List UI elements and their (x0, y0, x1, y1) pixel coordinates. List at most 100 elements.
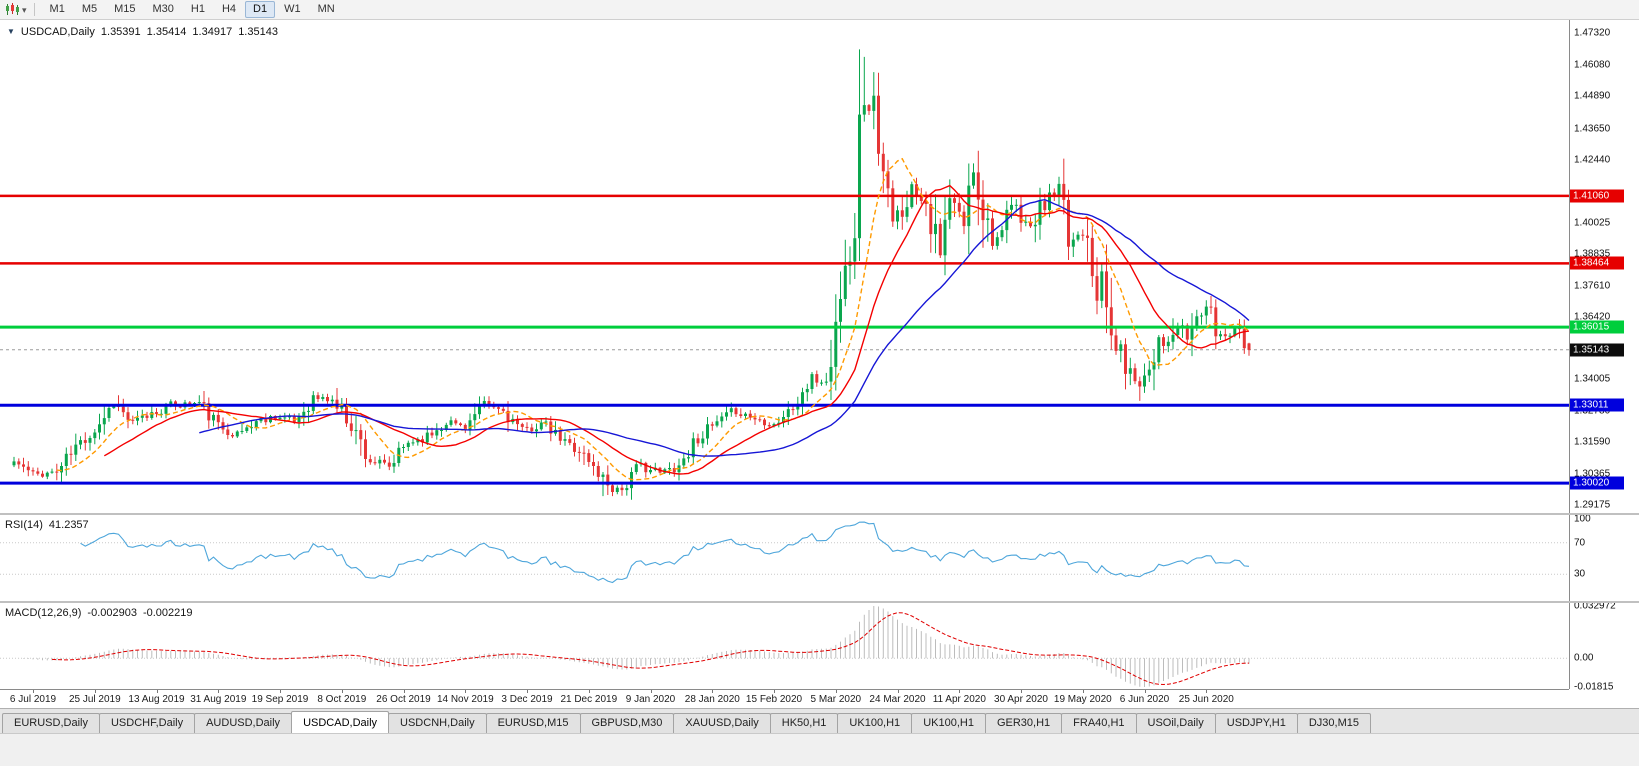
timeframe-button-d1[interactable]: D1 (245, 1, 276, 18)
chart-tab-ger30-h1[interactable]: GER30,H1 (984, 713, 1063, 733)
date-tick (588, 690, 590, 693)
price-tick-label: 1.43650 (1574, 123, 1611, 134)
macd-signal-value: -0.002219 (142, 607, 193, 619)
chart-tab-uk100-h1[interactable]: UK100,H1 (837, 713, 913, 733)
rsi-axis-label: 100 (1574, 513, 1591, 525)
date-tick (1082, 690, 1084, 693)
date-label: 14 Nov 2019 (436, 694, 494, 705)
timeframe-buttons: M1 M5 M15 M30 H1 H4 D1 W1 MN (42, 1, 343, 18)
macd-axis-label: 0.032972 (1574, 600, 1616, 612)
date-label: 26 Oct 2019 (376, 694, 431, 705)
timeframe-button-h4[interactable]: H4 (221, 3, 237, 15)
price-tick-label: 1.37610 (1574, 280, 1611, 292)
chart-tab-usdcad-daily[interactable]: USDCAD,Daily (291, 711, 390, 733)
price-tick-label: 1.29175 (1574, 499, 1611, 511)
price-tick-label: 1.46080 (1574, 59, 1611, 71)
macd-name: MACD(12,26,9) (5, 607, 82, 619)
date-tick (835, 690, 837, 693)
level-price-chip: 1.38464 (1570, 256, 1624, 270)
chart-tab-audusd-daily[interactable]: AUDUSD,Daily (194, 713, 293, 733)
date-label: 25 Jul 2019 (68, 694, 121, 705)
level-price-chip: 1.36015 (1570, 320, 1624, 334)
date-label: 15 Feb 2020 (745, 694, 803, 705)
date-tick (712, 690, 714, 693)
chart-tab-uk100-h1[interactable]: UK100,H1 (911, 713, 986, 733)
macd-main-value: -0.002903 (87, 607, 137, 619)
chart-tab-eurusd-m15[interactable]: EURUSD,M15 (485, 713, 581, 733)
date-label: 8 Oct 2019 (317, 694, 367, 705)
timeframe-button-m30[interactable]: M30 (152, 3, 174, 15)
macd-indicator-panel[interactable] (0, 604, 1569, 689)
chart-window: ▼ USDCAD,Daily 1.35391 1.35414 1.34917 1… (0, 20, 1639, 708)
timeframe-button-m1[interactable]: M1 (49, 3, 65, 15)
date-label: 19 May 2020 (1053, 694, 1112, 705)
open-value: 1.35391 (100, 26, 141, 38)
date-tick (94, 690, 96, 693)
chart-tab-fra40-h1[interactable]: FRA40,H1 (1061, 713, 1137, 733)
date-tick (1206, 690, 1208, 693)
price-tick-label: 1.30365 (1574, 468, 1611, 480)
one-click-trading-icon[interactable]: ▼ (7, 27, 15, 36)
price-tick-label: 1.34005 (1574, 373, 1611, 385)
timeframe-button-m15[interactable]: M15 (114, 3, 136, 15)
date-tick (218, 690, 220, 693)
macd-axis-label: 0.00 (1574, 652, 1594, 664)
date-label: 13 Aug 2019 (128, 694, 185, 705)
date-axis[interactable]: 6 Jul 2019 25 Jul 2019 13 Aug 2019 31 Aug 2… (0, 689, 1569, 708)
macd-label: MACD(12,26,9) -0.002903 -0.002219 (5, 607, 193, 619)
date-tick (156, 690, 158, 693)
chart-tab-hk50-h1[interactable]: HK50,H1 (769, 713, 839, 733)
level-price-chip: 1.41060 (1570, 189, 1624, 203)
panel-splitter[interactable] (0, 513, 1639, 515)
chart-tab-bar: EURUSD,Daily USDCHF,Daily AUDUSD,Daily USDC… (0, 708, 1639, 733)
symbol-label: USDCAD,Daily (20, 26, 95, 38)
timeframe-button-h1[interactable]: H1 (190, 3, 205, 15)
rsi-axis-label: 30 (1574, 568, 1586, 580)
chart-tab-dj30-m15[interactable]: DJ30,M15 (1296, 713, 1371, 733)
current-price-chip: 1.35143 (1570, 343, 1624, 357)
chart-tabs: EURUSD,Daily USDCHF,Daily AUDUSD,Daily USDC… (2, 711, 1371, 733)
date-tick (403, 690, 405, 693)
chart-tab-eurusd-daily[interactable]: EURUSD,Daily (2, 713, 100, 733)
date-tick (33, 690, 34, 693)
chart-title: ▼ USDCAD,Daily 1.35391 1.35414 1.34917 1… (7, 26, 278, 38)
price-tick-label: 1.42440 (1574, 154, 1611, 166)
rsi-axis-label: 70 (1574, 537, 1586, 549)
price-axis[interactable]: 1.47320 1.46080 1.44890 1.43650 1.42440 1.400… (1569, 20, 1639, 693)
timeframe-button-mn[interactable]: MN (317, 3, 335, 15)
date-label: 9 Jan 2020 (625, 694, 676, 705)
date-label: 11 Apr 2020 (932, 694, 986, 705)
date-label: 5 Mar 2020 (810, 694, 862, 705)
date-tick (341, 690, 343, 693)
chart-tab-usdjpy-h1[interactable]: USDJPY,H1 (1214, 713, 1298, 733)
date-label: 21 Dec 2019 (560, 694, 618, 705)
date-label: 19 Sep 2019 (251, 694, 309, 705)
level-price-chip: 1.30020 (1570, 476, 1624, 490)
date-tick (465, 690, 467, 693)
date-label: 28 Jan 2020 (684, 694, 740, 705)
status-bar (0, 733, 1639, 766)
chart-tab-usdchf-daily[interactable]: USDCHF,Daily (98, 713, 196, 733)
date-label: 3 Dec 2019 (501, 694, 553, 705)
chart-tab-gbpusd-m30[interactable]: GBPUSD,M30 (579, 713, 675, 733)
date-label: 6 Jul 2019 (9, 694, 57, 705)
date-label: 25 Jun 2020 (1178, 694, 1234, 705)
high-value: 1.35414 (146, 26, 187, 38)
chevron-down-icon[interactable]: ▾ (22, 4, 27, 15)
date-label: 30 Apr 2020 (994, 694, 1048, 705)
chart-type-icon[interactable] (5, 3, 20, 16)
rsi-indicator-panel[interactable] (0, 516, 1569, 601)
candlestick-chart[interactable] (0, 20, 1569, 513)
chart-tab-usoil-daily[interactable]: USOil,Daily (1135, 713, 1216, 733)
chart-tab-xauusd-daily[interactable]: XAUUSD,Daily (673, 713, 771, 733)
date-tick (959, 690, 961, 693)
rsi-value: 41.2357 (48, 519, 89, 531)
level-price-chip: 1.33011 (1570, 398, 1624, 412)
rsi-label: RSI(14) 41.2357 (5, 519, 89, 531)
timeframe-button-w1[interactable]: W1 (284, 3, 301, 15)
chart-tab-usdcnh-daily[interactable]: USDCNH,Daily (388, 713, 487, 733)
timeframe-button-m5[interactable]: M5 (81, 3, 98, 15)
price-tick-label: 1.47320 (1574, 27, 1611, 39)
price-tick-label: 1.40025 (1574, 217, 1611, 229)
panel-splitter[interactable] (0, 601, 1639, 603)
